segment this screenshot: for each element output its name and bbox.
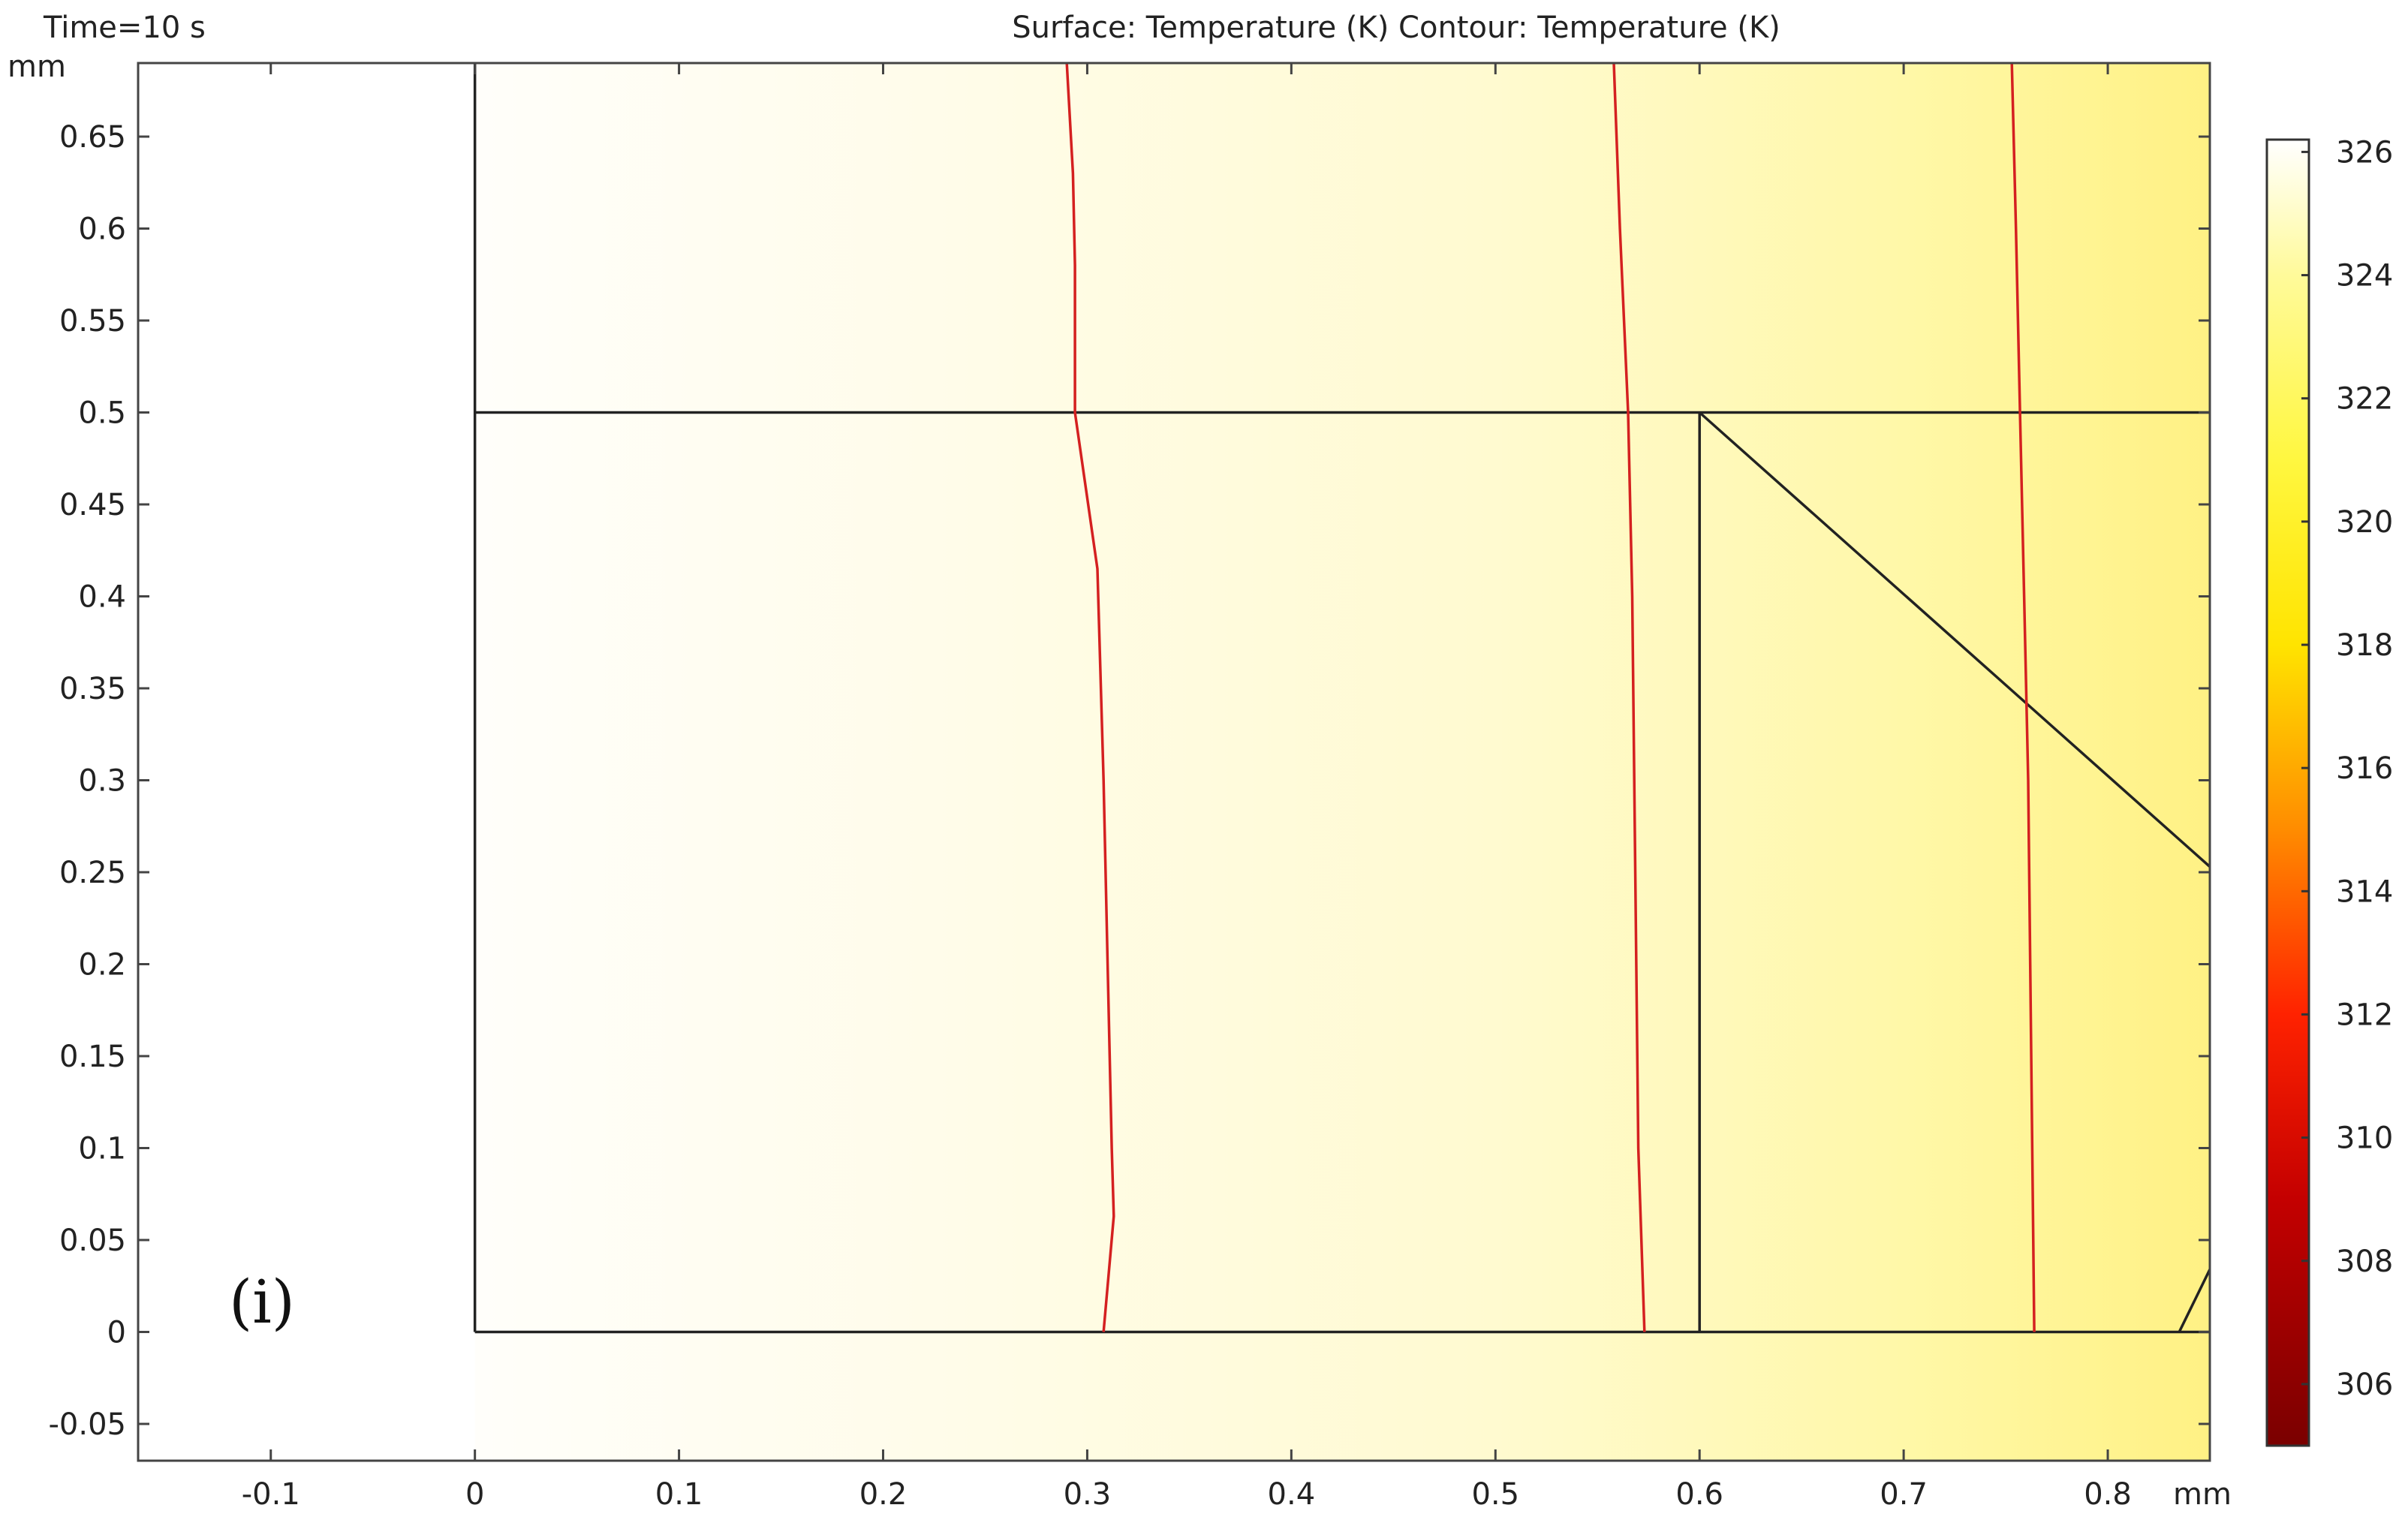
colorbar-tick-label: 308 [2336, 1245, 2393, 1279]
colorbar-tick-label: 324 [2336, 259, 2393, 293]
temperature-contours [1065, 63, 2036, 1332]
time-label: Time=10 s [43, 11, 206, 45]
colorbar-gradient [2265, 138, 2310, 1447]
y-tick-label: -0.05 [49, 1407, 127, 1442]
geometry-edges [473, 63, 2210, 1334]
x-tick-label: 0.8 [2084, 1477, 2132, 1512]
temperature-surface [474, 63, 2210, 1461]
x-tick-label: 0.4 [1268, 1477, 1316, 1512]
x-tick-label: 0.5 [1471, 1477, 1519, 1512]
y-tick-label: 0.1 [78, 1132, 126, 1166]
x-tick-label: 0.3 [1064, 1477, 1112, 1512]
colorbar: 306 308 310 312 314 316 318 320 322 324 326 [2265, 135, 2393, 1447]
contour-line [1065, 63, 1115, 1332]
colorbar-tick-label: 322 [2336, 382, 2393, 417]
plot-frame [137, 62, 2211, 1462]
axis-tick-marks [138, 63, 2210, 1461]
plot-area: -0.1 0 0.1 0.2 0.3 0.4 0.5 0.6 0.7 0.8 -0.05 0 0.05… [49, 62, 2211, 1512]
y-tick-label: 0.6 [78, 212, 126, 247]
y-tick-label: 0.05 [59, 1224, 126, 1258]
geometry-edge [2178, 1269, 2210, 1333]
contour-line [2010, 63, 2036, 1332]
y-tick-label: 0.25 [59, 856, 126, 890]
y-tick-label: 0.55 [59, 304, 126, 339]
colorbar-tick-label: 326 [2336, 135, 2393, 170]
colorbar-ticks: 306 308 310 312 314 316 318 320 322 324 326 [2301, 135, 2393, 1402]
y-tick-label: 0.2 [78, 948, 126, 983]
x-tick-label: 0.2 [859, 1477, 908, 1512]
colorbar-tick-label: 310 [2336, 1121, 2393, 1156]
colorbar-tick-label: 320 [2336, 505, 2393, 540]
y-tick-label: 0.5 [78, 396, 126, 431]
colorbar-tick-label: 316 [2336, 751, 2393, 786]
y-tick-label: 0 [107, 1316, 126, 1350]
colorbar-tick-label: 314 [2336, 874, 2393, 909]
y-tick-label: 0.65 [59, 120, 126, 155]
x-tick-label: 0 [465, 1477, 484, 1512]
contour-line [1612, 63, 1646, 1332]
colorbar-tick-label: 306 [2336, 1368, 2393, 1402]
y-tick-label: 0.3 [78, 764, 126, 799]
y-tick-label: 0.4 [78, 580, 126, 615]
x-tick-label: 0.7 [1880, 1477, 1928, 1512]
x-unit-label: mm [2173, 1477, 2232, 1512]
y-axis-tick-labels: -0.05 0 0.05 0.1 0.15 0.2 0.25 0.3 0.35 0.4 0.45 0.… [49, 120, 127, 1442]
x-axis-tick-labels: -0.1 0 0.1 0.2 0.3 0.4 0.5 0.6 0.7 0.8 [242, 1477, 2132, 1512]
y-unit-label: mm [8, 50, 66, 84]
colorbar-tick-label: 312 [2336, 998, 2393, 1032]
y-tick-label: 0.45 [59, 488, 126, 522]
x-tick-label: 0.1 [655, 1477, 703, 1512]
colorbar-tick-label: 318 [2336, 628, 2393, 663]
x-tick-label: -0.1 [242, 1477, 300, 1512]
geometry-edge [1699, 411, 2210, 868]
panel-label: (i) [229, 1267, 295, 1337]
x-tick-label: 0.6 [1675, 1477, 1723, 1512]
y-tick-label: 0.35 [59, 672, 126, 706]
plot-title: Surface: Temperature (K) Contour: Temper… [1012, 11, 1780, 45]
y-tick-label: 0.15 [59, 1040, 126, 1074]
